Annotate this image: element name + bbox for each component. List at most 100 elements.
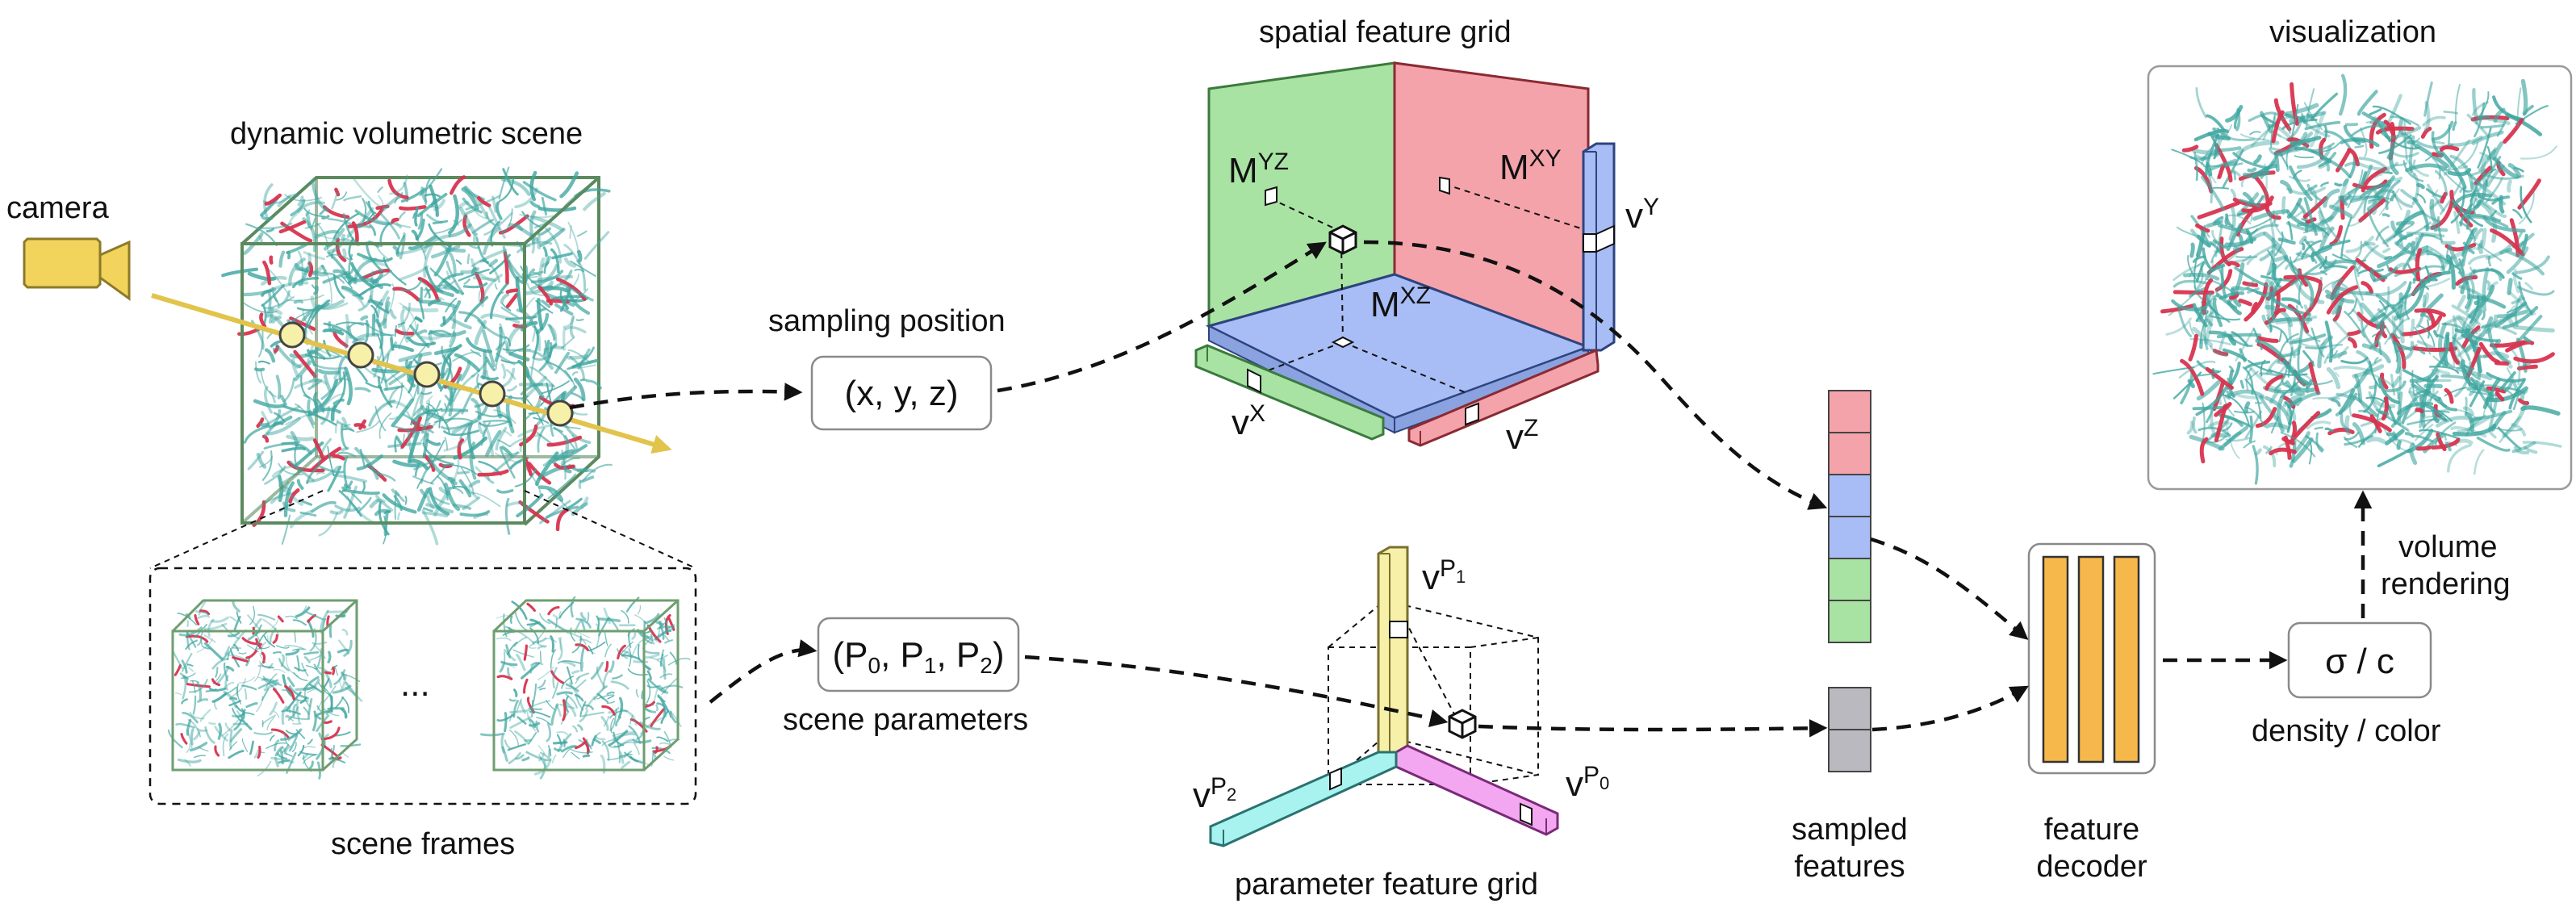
volume-strand xyxy=(421,508,439,546)
volume-strand xyxy=(2511,272,2523,280)
volume-strand xyxy=(295,606,311,618)
volume-strand xyxy=(238,652,247,655)
volume-strand xyxy=(303,676,320,690)
volume-strand xyxy=(504,497,511,535)
volume-strand xyxy=(256,646,270,650)
volume-strand xyxy=(2429,199,2438,224)
volume-strand xyxy=(2221,387,2235,416)
volume-strand xyxy=(182,675,187,700)
volume-strand xyxy=(2291,337,2301,343)
volume-strand xyxy=(424,412,450,433)
volume-strand xyxy=(332,212,359,240)
volume-strand xyxy=(2462,241,2475,254)
volume-strand xyxy=(2447,444,2472,473)
sample-point xyxy=(413,361,441,388)
volume-strand xyxy=(2480,228,2487,249)
volume-strand xyxy=(637,605,642,615)
volume-strand xyxy=(215,667,219,678)
volume-strand xyxy=(2327,349,2338,359)
volume-strand xyxy=(222,733,229,757)
volume-strand xyxy=(571,670,580,675)
volume-strand xyxy=(535,312,550,335)
volume-strand xyxy=(2476,436,2511,452)
volume-strand xyxy=(416,329,428,336)
volume-strand xyxy=(289,316,316,331)
volume-strand xyxy=(2496,119,2507,137)
volume-strand xyxy=(2265,207,2281,220)
volume-strand xyxy=(2189,287,2206,298)
volume-strand xyxy=(2401,315,2443,337)
volume-strand xyxy=(312,368,319,381)
volume-strand xyxy=(596,615,600,631)
volume-strand xyxy=(2390,115,2419,127)
volume-strand xyxy=(2452,423,2497,437)
volume-strand xyxy=(399,211,406,220)
volume-strand xyxy=(203,634,216,643)
volume-strand xyxy=(667,657,691,666)
volume-strand xyxy=(2520,186,2532,224)
volume-strand xyxy=(2487,255,2491,267)
volume-strand xyxy=(295,268,334,275)
volume-strand xyxy=(2426,183,2445,212)
volume-strand xyxy=(417,212,423,230)
volume-strand xyxy=(2265,446,2273,454)
volume-strand xyxy=(2458,314,2478,335)
volume-strand xyxy=(2278,330,2282,343)
volume-strand xyxy=(618,738,634,748)
volume-strand xyxy=(2361,343,2391,364)
volume-strand xyxy=(562,738,566,747)
volume-strand xyxy=(229,729,233,750)
volume-strand xyxy=(381,195,401,211)
volume-strand xyxy=(285,649,300,656)
volume-strand xyxy=(341,671,346,680)
volume-strand xyxy=(2486,280,2491,291)
volume-strand xyxy=(482,329,496,367)
volume-strand xyxy=(2450,136,2483,147)
volume-strand xyxy=(403,182,409,203)
volume-strand xyxy=(527,462,552,485)
volume-strand xyxy=(607,695,614,700)
volume-strand xyxy=(532,637,547,644)
volume-strand xyxy=(344,483,352,490)
volume-strand xyxy=(601,705,616,716)
volume-strand xyxy=(535,720,540,733)
volume-strand xyxy=(2314,426,2324,430)
volume-strand xyxy=(2414,326,2432,355)
volume-strand xyxy=(538,752,546,762)
volume-strand xyxy=(2402,160,2424,182)
volume-strand xyxy=(439,242,457,278)
volume-strand xyxy=(462,282,488,289)
volume-strand xyxy=(2199,437,2209,464)
volume-strand xyxy=(302,753,318,764)
volume-strand xyxy=(529,718,536,729)
volume-strand xyxy=(537,667,554,680)
volume-strand xyxy=(180,672,196,680)
volume-strand xyxy=(2297,315,2305,355)
volume-strand xyxy=(2323,265,2348,270)
volume-strand xyxy=(2423,81,2433,117)
volume-strand xyxy=(566,666,573,685)
volume-strand xyxy=(482,420,495,457)
volume-strand xyxy=(464,208,477,215)
volume-strand xyxy=(621,760,631,769)
volume-strand xyxy=(2411,241,2416,253)
volume-strand xyxy=(2403,341,2415,361)
volume-strand xyxy=(373,299,383,323)
volume-strand xyxy=(310,295,320,312)
volume-strand xyxy=(613,744,621,747)
volume-strand xyxy=(196,682,203,701)
sampled-features-label-1: sampled xyxy=(1792,813,1908,847)
volume-strand xyxy=(604,661,609,672)
volume-strand xyxy=(2473,409,2513,420)
volume-strand xyxy=(538,754,546,768)
volume-strand xyxy=(392,459,420,468)
volume-strand xyxy=(399,265,429,281)
volume-strand xyxy=(279,394,286,404)
volume-strand xyxy=(369,224,377,236)
volume-strand xyxy=(338,490,362,517)
volume-strand xyxy=(2210,315,2241,321)
volume-strand xyxy=(2186,420,2194,435)
volume-strand xyxy=(310,446,342,472)
volume-strand xyxy=(2445,254,2456,290)
volume-strand xyxy=(2315,251,2335,267)
